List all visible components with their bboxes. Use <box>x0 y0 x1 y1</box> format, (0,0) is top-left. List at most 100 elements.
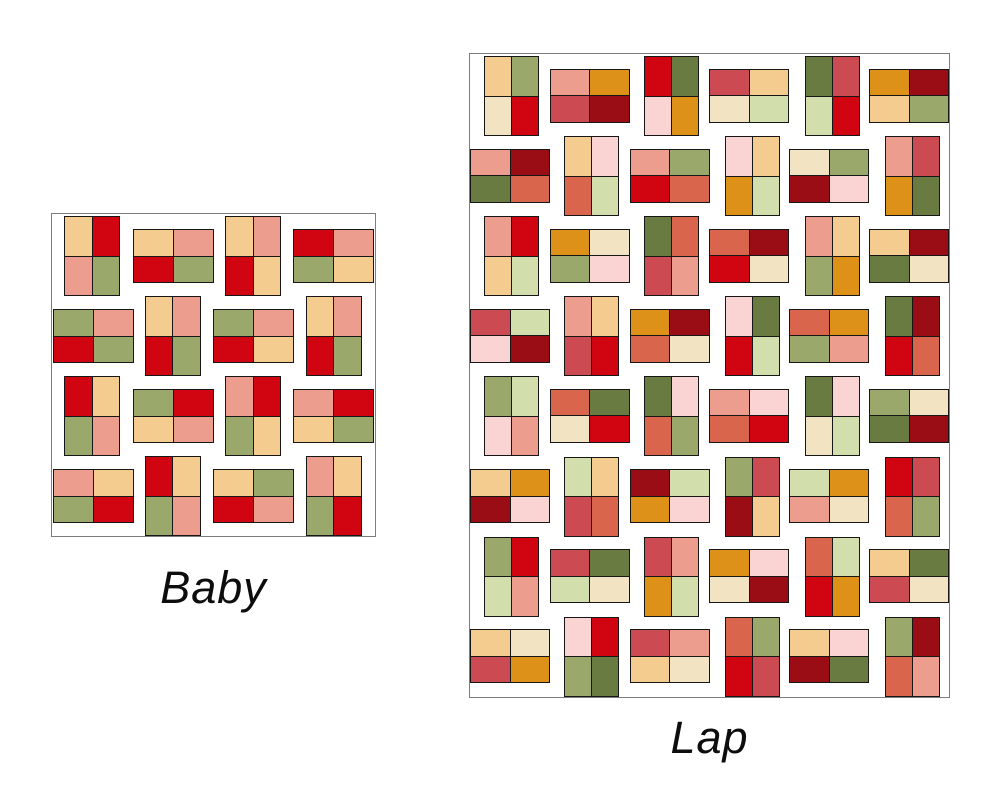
quilt-patch-light-green <box>805 96 832 135</box>
four-patch-block-horizontal <box>789 148 870 203</box>
quilt-patch-salmon <box>485 217 511 256</box>
quilt-patch-light-green <box>672 577 699 616</box>
quilt-patch-cream <box>909 576 948 603</box>
quilt-patch-red <box>592 336 619 376</box>
quilt-patch-cream <box>829 496 869 522</box>
four-patch-block-horizontal <box>789 469 870 523</box>
quilt-patch-salmon <box>173 496 200 535</box>
quilt-patch-cream <box>590 576 629 603</box>
quilt-patch-tan <box>592 297 619 336</box>
quilt-patch-tan <box>592 457 619 496</box>
four-patch-block-vertical <box>885 456 940 537</box>
quilt-patch-tan <box>752 137 779 176</box>
quilt-patch-dark-olive <box>909 550 948 576</box>
quilt-patch-dark-olive <box>645 377 672 416</box>
four-patch-block-vertical <box>644 536 700 617</box>
quilt-patch-red <box>214 496 253 522</box>
quilt-patch-tan <box>471 630 510 656</box>
quilt-patch-terracotta <box>790 309 829 336</box>
four-patch-block-vertical <box>804 376 860 457</box>
quilt-patch-cream <box>510 630 549 656</box>
four-patch-block-horizontal <box>213 309 294 363</box>
four-patch-block-vertical <box>305 296 362 376</box>
quilt-patch-dark-red <box>909 416 948 442</box>
quilt-patch-olive-green <box>672 416 699 456</box>
four-patch-block-vertical <box>644 376 700 457</box>
quilt-patch-cream <box>790 149 829 176</box>
quilt-patch-tan <box>306 297 333 336</box>
quilt-patch-light-pink <box>471 336 510 362</box>
quilt-patch-tan <box>870 96 909 122</box>
quilt-patch-light-green <box>512 256 538 296</box>
quilt-patch-olive-green <box>886 617 912 657</box>
quilt-patch-orange <box>630 309 670 336</box>
quilt-patch-light-pink <box>749 389 789 416</box>
quilt-patch-red <box>214 336 253 362</box>
quilt-patch-orange <box>645 577 672 616</box>
quilt-patch-red <box>725 336 752 376</box>
four-patch-block-vertical <box>885 136 940 217</box>
quilt-patch-terracotta <box>510 176 549 202</box>
baby-quilt-diagram <box>51 213 376 537</box>
quilt-patch-dark-olive <box>590 550 629 576</box>
four-patch-block-horizontal <box>709 228 790 283</box>
quilt-patch-red <box>886 457 912 496</box>
quilt-patch-dark-red <box>749 576 789 603</box>
quilt-patch-olive-green <box>512 57 538 96</box>
quilt-patch-olive-green <box>214 310 253 336</box>
quilt-patch-light-pink <box>725 297 752 336</box>
quilt-patch-cream <box>670 656 709 683</box>
quilt-patch-cream <box>805 416 832 456</box>
quilt-patch-terracotta <box>672 217 699 256</box>
quilt-patch-dark-red <box>510 149 549 176</box>
quilt-patch-red <box>512 537 538 577</box>
quilt-patch-salmon <box>512 416 538 456</box>
quilt-patch-light-green <box>749 96 789 122</box>
four-patch-block-horizontal <box>709 68 790 123</box>
quilt-patch-salmon <box>913 657 939 696</box>
quilt-patch-red <box>306 336 333 375</box>
quilt-patch-salmon <box>226 377 253 416</box>
quilt-patch-light-pink <box>829 630 869 656</box>
quilt-patch-terracotta <box>913 336 939 376</box>
quilt-patch-olive-green <box>134 390 173 416</box>
quilt-patch-crimson <box>471 656 510 683</box>
quilt-patch-salmon <box>670 630 709 656</box>
quilt-patch-light-green <box>592 176 619 216</box>
quilt-patch-tan <box>471 470 510 496</box>
quilt-patch-dark-red <box>790 656 829 683</box>
quilt-patch-red <box>94 496 133 522</box>
quilt-patch-olive-green <box>306 496 333 535</box>
quilt-patch-light-green <box>832 416 859 456</box>
quilt-patch-terracotta <box>886 497 912 536</box>
quilt-patch-dark-red <box>590 96 629 122</box>
quilt-patch-tan <box>870 229 909 256</box>
quilt-patch-salmon <box>253 217 280 256</box>
four-patch-block-vertical <box>564 296 620 377</box>
quilt-patch-tan <box>134 230 173 256</box>
quilt-patch-olive-green <box>670 149 709 176</box>
quilt-patch-olive-green <box>54 310 93 336</box>
quilt-patch-dark-red <box>749 229 789 256</box>
four-patch-block-vertical <box>144 296 201 376</box>
quilt-patch-terracotta <box>645 416 672 456</box>
quilt-patch-cream <box>550 416 590 442</box>
four-patch-block-vertical <box>484 536 539 617</box>
quilt-patch-orange <box>510 470 549 496</box>
quilt-patch-salmon <box>94 310 133 336</box>
quilt-patch-crimson <box>913 137 939 176</box>
quilt-patch-salmon <box>334 297 361 336</box>
quilt-patch-light-green <box>790 470 829 496</box>
four-patch-block-horizontal <box>470 148 550 203</box>
four-patch-block-horizontal <box>869 549 949 604</box>
four-patch-block-vertical <box>644 216 700 297</box>
quilt-patch-salmon <box>672 256 699 296</box>
quilt-patch-tan <box>832 217 859 256</box>
quilt-patch-red <box>725 657 752 696</box>
quilt-patch-crimson <box>645 537 672 577</box>
quilt-patch-orange <box>832 256 859 296</box>
quilt-patch-tan <box>253 416 280 455</box>
quilt-patch-dark-olive <box>672 57 699 96</box>
quilt-patch-dark-olive <box>829 656 869 683</box>
quilt-patch-orange <box>829 470 869 496</box>
